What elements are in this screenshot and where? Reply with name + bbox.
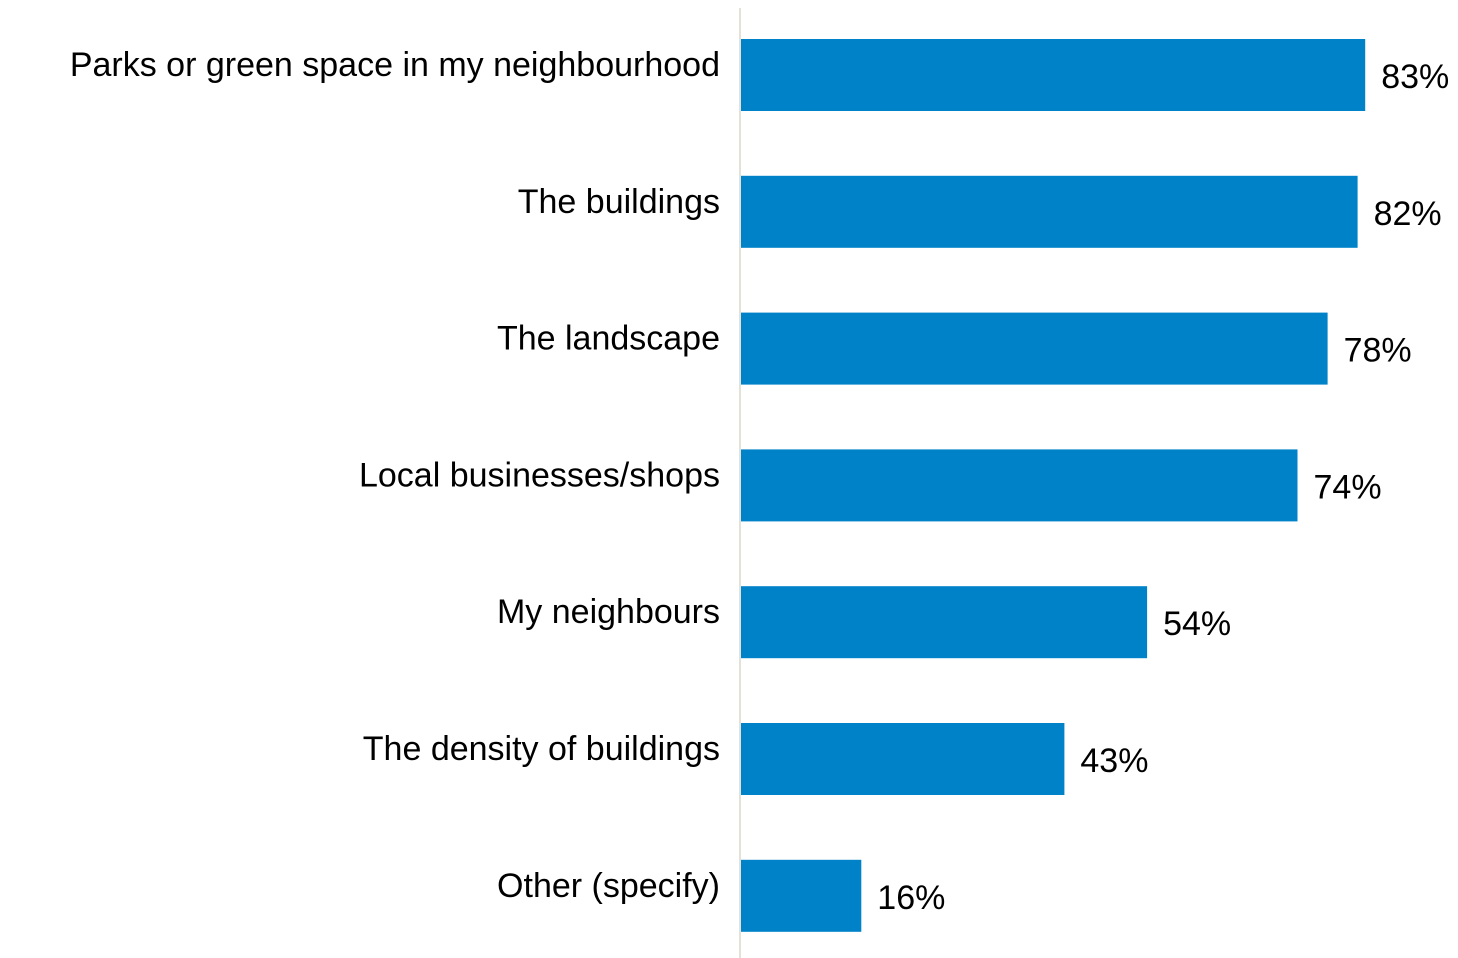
category-label-1: The buildings <box>518 183 720 221</box>
category-labels-group: Parks or green space in my neighbourhood… <box>70 46 720 905</box>
value-label-6: 16% <box>877 879 945 917</box>
value-label-4: 54% <box>1163 605 1231 643</box>
bar-2 <box>741 312 1328 385</box>
bars-group <box>741 39 1366 932</box>
bar-6 <box>741 859 862 932</box>
category-label-5: The density of buildings <box>363 730 720 768</box>
bar-5 <box>741 723 1065 795</box>
value-label-0: 83% <box>1381 58 1449 96</box>
category-label-4: My neighbours <box>497 593 720 631</box>
value-label-5: 43% <box>1080 742 1148 780</box>
category-label-2: The landscape <box>497 320 720 358</box>
value-label-2: 78% <box>1344 332 1412 370</box>
bar-3 <box>741 449 1298 522</box>
category-label-0: Parks or green space in my neighbourhood <box>70 46 720 84</box>
value-label-1: 82% <box>1374 195 1442 233</box>
value-label-3: 74% <box>1314 468 1382 506</box>
category-label-6: Other (specify) <box>497 867 720 905</box>
bar-4 <box>741 586 1148 659</box>
bar-1 <box>741 175 1358 248</box>
value-labels-group: 83% 82% 78% 74% 54% 43% 16% <box>877 58 1449 917</box>
bar-0 <box>741 39 1366 111</box>
category-label-3: Local businesses/shops <box>359 456 720 494</box>
